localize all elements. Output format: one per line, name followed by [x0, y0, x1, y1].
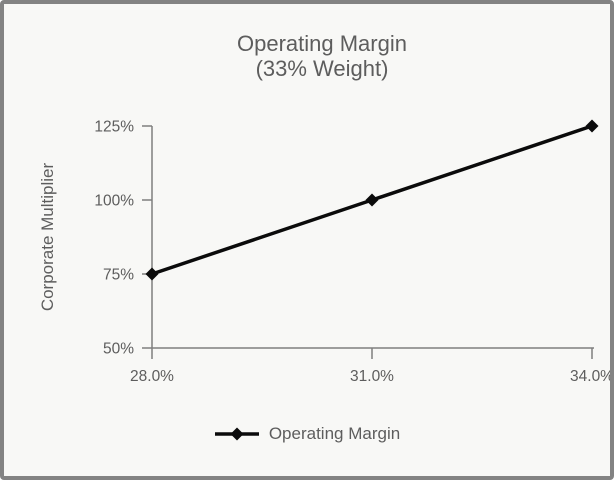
x-tick-label: 31.0% [350, 368, 394, 385]
legend-label: Operating Margin [268, 424, 401, 443]
y-tick-label: 75% [103, 267, 134, 284]
plot-area: 50% 75% 100% 125% 28.0% 31.0% 34.0% [94, 119, 614, 386]
legend-line-marker-icon [214, 427, 259, 441]
legend: Operating Margin [4, 424, 610, 444]
data-point-diamond [585, 119, 599, 133]
data-point-diamond [365, 193, 379, 207]
y-tick-label: 100% [94, 193, 134, 210]
y-tick-label: 50% [103, 341, 134, 358]
y-tick-label: 125% [94, 119, 134, 136]
x-tick-label: 34.0% [570, 368, 614, 385]
data-point-diamond [145, 267, 159, 281]
chart-title-line1: Operating Margin [237, 31, 407, 56]
x-tick-label: 28.0% [130, 368, 174, 385]
chart-title: Operating Margin (33% Weight) [44, 31, 600, 81]
chart-title-line2: (33% Weight) [255, 56, 389, 81]
